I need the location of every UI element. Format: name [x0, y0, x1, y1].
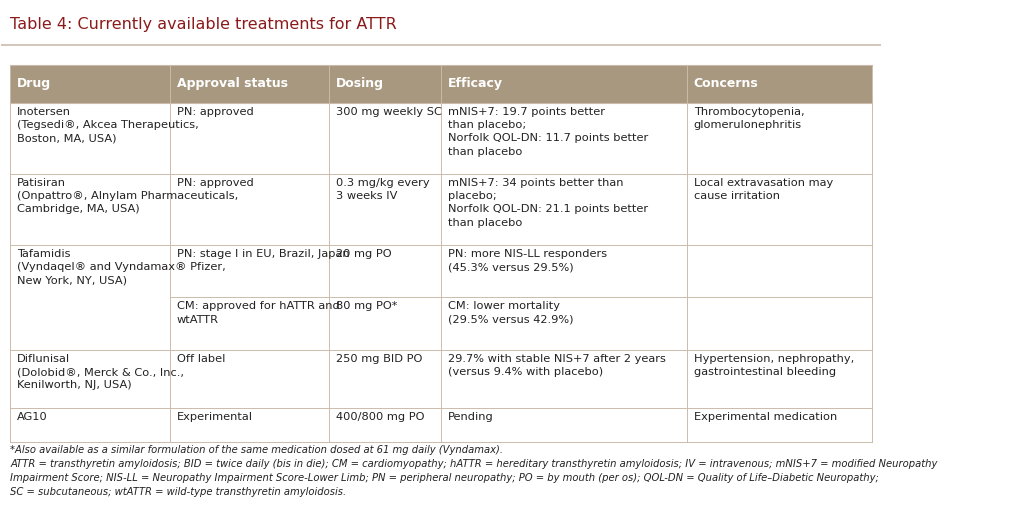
- Bar: [10, 174, 872, 245]
- Text: 0.3 mg/kg every
3 weeks IV: 0.3 mg/kg every 3 weeks IV: [336, 178, 430, 201]
- Text: 20 mg PO: 20 mg PO: [336, 249, 392, 259]
- Text: Tafamidis
(Vyndaqel® and Vyndamax® Pfizer,
New York, NY, USA): Tafamidis (Vyndaqel® and Vyndamax® Pfize…: [17, 249, 226, 285]
- Text: PN: stage I in EU, Brazil, Japan: PN: stage I in EU, Brazil, Japan: [177, 249, 349, 259]
- Text: Table 4: Currently available treatments for ATTR: Table 4: Currently available treatments …: [10, 17, 397, 32]
- Text: Local extravasation may
cause irritation: Local extravasation may cause irritation: [694, 178, 834, 201]
- Text: Dosing: Dosing: [336, 77, 384, 91]
- Text: Concerns: Concerns: [694, 77, 759, 91]
- Text: SC = subcutaneous; wtATTR = wild-type transthyretin amyloidosis.: SC = subcutaneous; wtATTR = wild-type tr…: [10, 487, 346, 497]
- Text: Drug: Drug: [17, 77, 51, 91]
- Text: Experimental medication: Experimental medication: [694, 412, 837, 422]
- Bar: [10, 408, 872, 442]
- Text: Off label: Off label: [177, 354, 225, 364]
- Text: Pending: Pending: [449, 412, 494, 422]
- Text: mNIS+7: 34 points better than
placebo;
Norfolk QOL-DN: 21.1 points better
than p: mNIS+7: 34 points better than placebo; N…: [449, 178, 648, 227]
- Text: Hypertension, nephropathy,
gastrointestinal bleeding: Hypertension, nephropathy, gastrointesti…: [694, 354, 854, 377]
- Bar: [10, 65, 872, 103]
- Text: Approval status: Approval status: [177, 77, 288, 91]
- Text: mNIS+7: 19.7 points better
than placebo;
Norfolk QOL-DN: 11.7 points better
than: mNIS+7: 19.7 points better than placebo;…: [449, 107, 648, 157]
- Bar: [10, 245, 872, 297]
- Text: PN: approved: PN: approved: [177, 178, 253, 188]
- Text: 300 mg weekly SC: 300 mg weekly SC: [336, 107, 442, 117]
- Text: Impairment Score; NIS-LL = Neuropathy Impairment Score-Lower Limb; PN = peripher: Impairment Score; NIS-LL = Neuropathy Im…: [10, 473, 879, 483]
- Text: 400/800 mg PO: 400/800 mg PO: [336, 412, 425, 422]
- Text: 80 mg PO*: 80 mg PO*: [336, 302, 397, 311]
- Text: PN: approved: PN: approved: [177, 107, 253, 117]
- Text: 29.7% with stable NIS+7 after 2 years
(versus 9.4% with placebo): 29.7% with stable NIS+7 after 2 years (v…: [449, 354, 666, 377]
- Text: Diflunisal
(Dolobid®, Merck & Co., Inc.,
Kenilworth, NJ, USA): Diflunisal (Dolobid®, Merck & Co., Inc.,…: [17, 354, 184, 390]
- Bar: [10, 103, 872, 174]
- Text: Patisiran
(Onpattro®, Alnylam Pharmaceuticals,
Cambridge, MA, USA): Patisiran (Onpattro®, Alnylam Pharmaceut…: [17, 178, 239, 215]
- Text: Inotersen
(Tegsedi®, Akcea Therapeutics,
Boston, MA, USA): Inotersen (Tegsedi®, Akcea Therapeutics,…: [17, 107, 199, 143]
- Bar: [10, 350, 872, 408]
- Text: Experimental: Experimental: [177, 412, 253, 422]
- Text: ATTR = transthyretin amyloidosis; BID = twice daily (bis in die); CM = cardiomyo: ATTR = transthyretin amyloidosis; BID = …: [10, 459, 938, 469]
- Text: 250 mg BID PO: 250 mg BID PO: [336, 354, 423, 364]
- Text: PN: more NIS-LL responders
(45.3% versus 29.5%): PN: more NIS-LL responders (45.3% versus…: [449, 249, 607, 272]
- Bar: [10, 297, 872, 350]
- Text: CM: lower mortality
(29.5% versus 42.9%): CM: lower mortality (29.5% versus 42.9%): [449, 302, 573, 325]
- Text: *Also available as a similar formulation of the same medication dosed at 61 mg d: *Also available as a similar formulation…: [10, 445, 503, 456]
- Text: CM: approved for hATTR and
wtATTR: CM: approved for hATTR and wtATTR: [177, 302, 339, 325]
- Text: Efficacy: Efficacy: [449, 77, 503, 91]
- Text: AG10: AG10: [17, 412, 48, 422]
- Text: Thrombocytopenia,
glomerulonephritis: Thrombocytopenia, glomerulonephritis: [694, 107, 805, 130]
